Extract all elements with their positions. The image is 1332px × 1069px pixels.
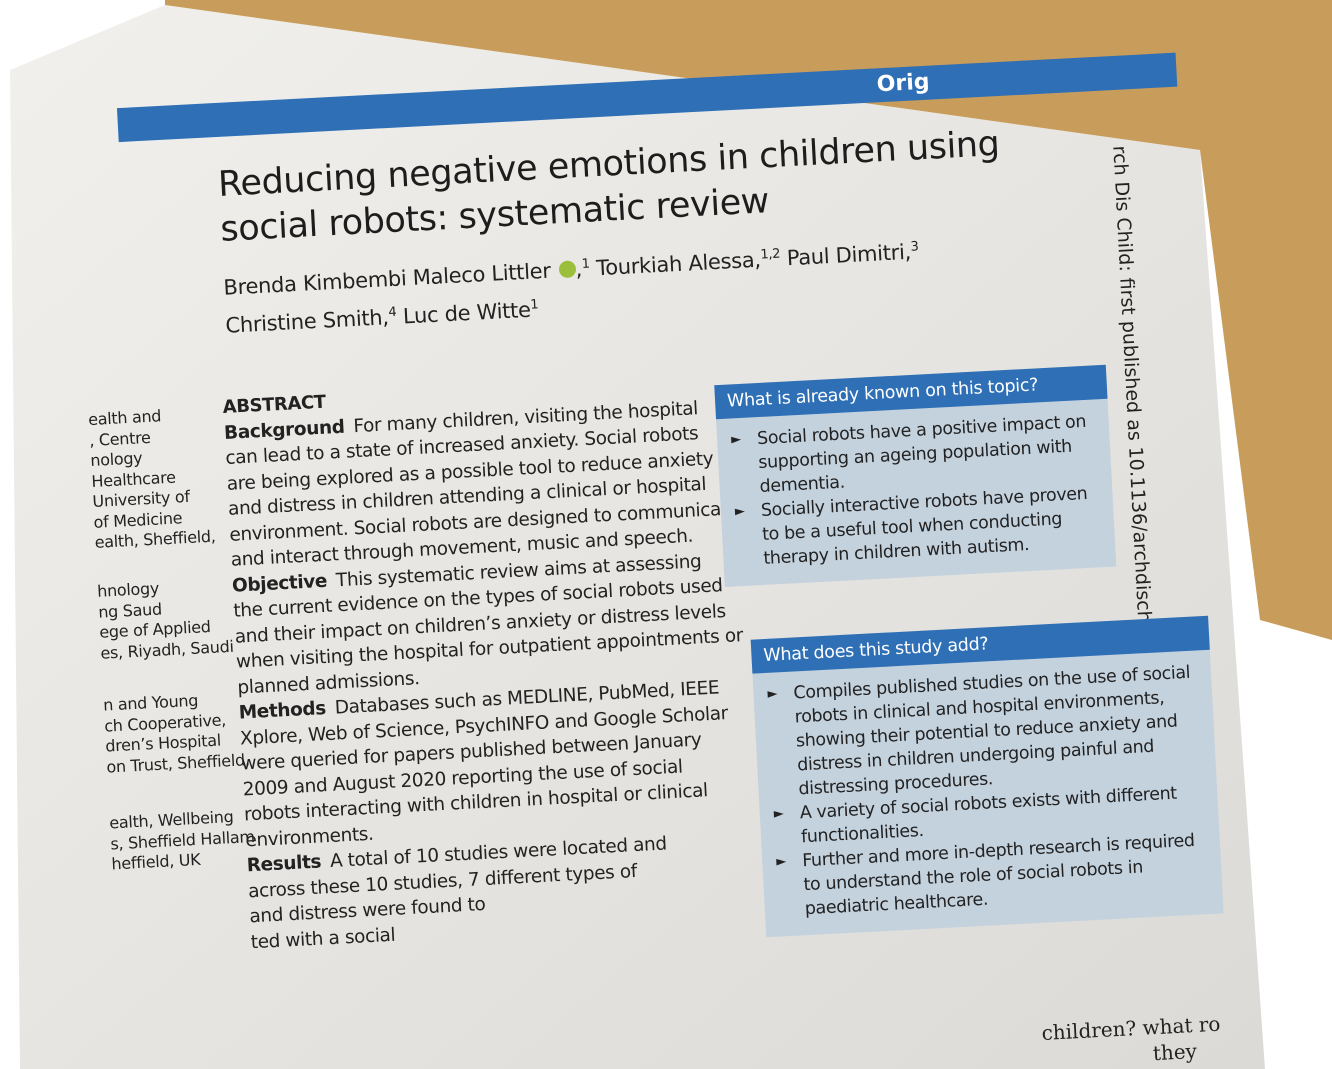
author-name: Tourkiah Alessa, — [596, 248, 762, 281]
affiliation-number: 1,2 — [760, 247, 781, 263]
photo: Orig rch Dis Child: first published as 1… — [0, 0, 1332, 1069]
affiliation-number: 4 — [388, 305, 397, 320]
affiliation-number: 1 — [581, 257, 590, 272]
affiliation-number: 1 — [530, 297, 539, 312]
bullet-item: Compiles published studies on the use of… — [767, 660, 1203, 802]
author-name: Christine Smith, — [225, 305, 389, 338]
section-label: Objective — [232, 570, 328, 596]
author-name: Brenda Kimbembi Maleco Littler — [223, 259, 551, 300]
author-name: Luc de Witte — [402, 298, 531, 329]
author-name: Paul Dimitri, — [786, 240, 911, 270]
orcid-icon — [558, 260, 576, 278]
bullet-list: Social robots have a positive impact on … — [716, 399, 1116, 587]
page: Orig rch Dis Child: first published as 1… — [0, 0, 1332, 1069]
side-note: rch Dis Child: first published as 10.113… — [1108, 145, 1158, 689]
info-box: What is already known on this topic?Soci… — [714, 365, 1116, 587]
abstract-text: ted with a social — [250, 924, 395, 953]
section-label: Background — [224, 416, 345, 443]
band-text: Orig — [876, 70, 930, 98]
section-label: Methods — [238, 698, 326, 724]
section-label: Results — [246, 852, 321, 877]
body-text: they — [1152, 1039, 1197, 1065]
info-box: What does this study add?Compiles publis… — [751, 616, 1224, 938]
affiliation-number: 3 — [910, 239, 919, 254]
bullet-list: Compiles published studies on the use of… — [752, 650, 1223, 938]
